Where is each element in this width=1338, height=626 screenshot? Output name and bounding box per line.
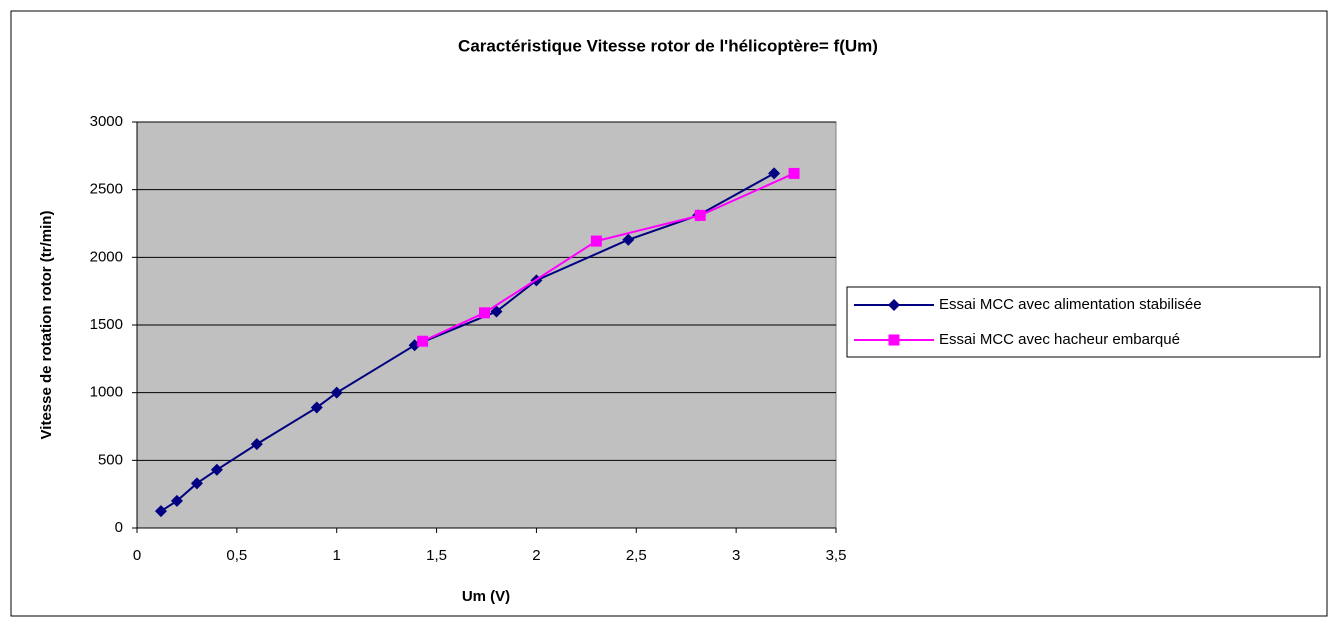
legend-marker [888, 299, 900, 311]
data-point [417, 335, 429, 347]
legend-label: Essai MCC avec hacheur embarqué [939, 331, 1180, 348]
data-point [170, 494, 183, 507]
x-tick-label: 3 [732, 547, 740, 564]
chart-title: Caractéristique Vitesse rotor de l'hélic… [458, 36, 878, 55]
data-point [310, 401, 323, 414]
y-tick-label: 500 [98, 451, 123, 468]
legend-marker [888, 334, 900, 346]
x-tick-label: 1,5 [426, 547, 447, 564]
data-point [768, 167, 781, 180]
x-tick-label: 2 [532, 547, 540, 564]
x-tick-label: 0 [133, 547, 141, 564]
y-tick-label: 0 [115, 519, 123, 536]
legend-box [846, 286, 1321, 358]
y-tick-label: 2000 [90, 248, 123, 265]
data-point [250, 438, 263, 451]
data-point [490, 305, 503, 318]
x-tick-label: 2,5 [626, 547, 647, 564]
y-tick-label: 1000 [90, 384, 123, 401]
y-tick-label: 3000 [90, 113, 123, 130]
data-point [788, 167, 800, 179]
data-point [479, 307, 491, 319]
legend-label: Essai MCC avec alimentation stabilisée [939, 296, 1202, 313]
x-tick-label: 1 [333, 547, 341, 564]
data-point [154, 505, 167, 518]
data-point [622, 233, 635, 246]
y-tick-label: 1500 [90, 316, 123, 333]
y-axis-label: Vitesse de rotation rotor (tr/min) [38, 211, 55, 440]
x-tick-label: 0,5 [226, 547, 247, 564]
data-point [590, 235, 602, 247]
data-point [330, 386, 343, 399]
x-tick-label: 3,5 [826, 547, 847, 564]
data-point [694, 209, 706, 221]
data-point [210, 463, 223, 476]
data-point [190, 477, 203, 490]
y-tick-label: 2500 [90, 181, 123, 198]
x-axis-label: Um (V) [462, 588, 510, 605]
